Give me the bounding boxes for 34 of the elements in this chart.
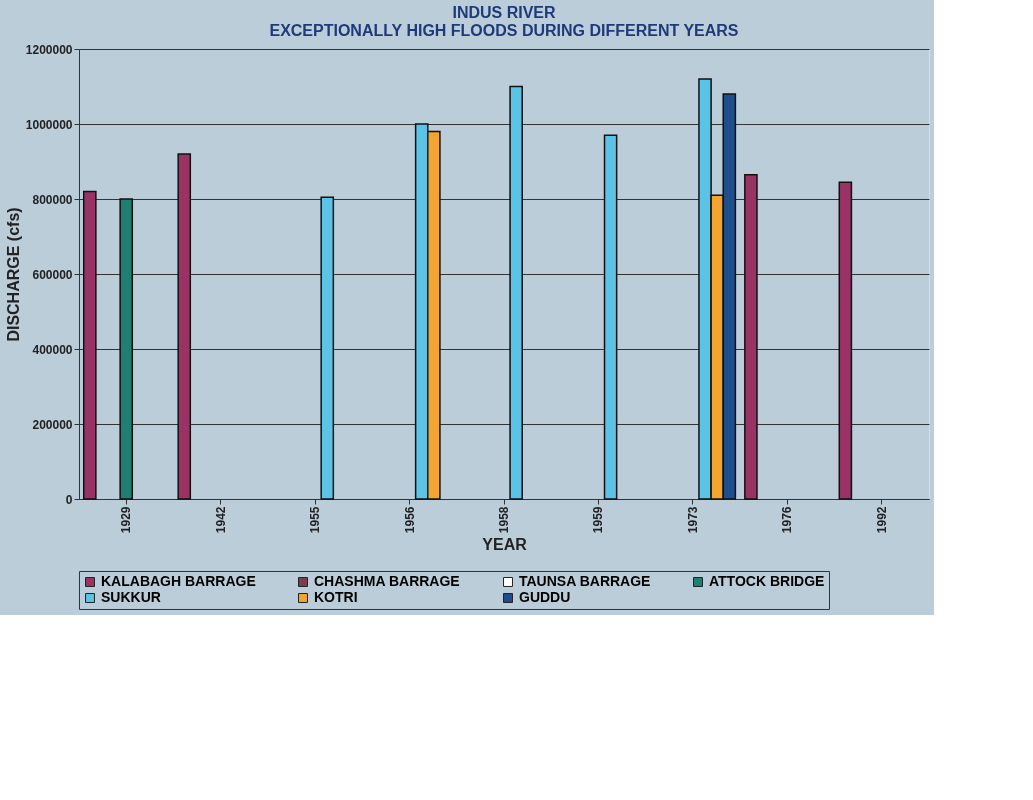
x-tick-label: 1958	[497, 506, 511, 534]
x-tick-label: 1956	[402, 506, 417, 534]
y-tick-label: 1200000	[25, 42, 73, 57]
x-tick-label: 1976	[780, 506, 795, 534]
x-tick-label: 1973	[685, 506, 700, 534]
x-tick-label: 1942	[213, 506, 228, 534]
bar	[119, 198, 134, 500]
y-tick-label: 600000	[32, 267, 73, 282]
legend-label: KOTRI	[314, 589, 358, 605]
chart-title: INDUS RIVER EXCEPTIONALLY HIGH FLOODS DURING DIFFERENT YEARS	[269, 4, 739, 39]
y-tick-label: 800000	[32, 192, 73, 207]
legend-label: CHASHMA BARRAGE	[314, 573, 460, 589]
legend-label: GUDDU	[519, 589, 571, 605]
bar	[82, 190, 97, 500]
legend-label: TAUNSA BARRAGE	[519, 573, 651, 589]
legend-label: ATTOCK BRIDGE	[709, 573, 825, 589]
y-axis-title: DISCHARGE (cfs)	[4, 207, 22, 342]
y-tick-label: 200000	[32, 417, 73, 432]
legend-label: SUKKUR	[101, 589, 161, 605]
legend-label: KALABAGH BARRAGE	[101, 573, 256, 589]
bar	[744, 173, 758, 500]
x-axis-title: YEAR	[482, 536, 528, 554]
bar	[509, 85, 523, 500]
y-tick-label: 0	[65, 492, 73, 507]
x-tick-label: 1929	[119, 506, 134, 534]
bar	[177, 153, 192, 500]
x-tick-label: 1992	[874, 506, 889, 534]
y-tick-label: 1000000	[25, 117, 73, 132]
x-tick-label: 1955	[308, 506, 323, 534]
x-tick-label: 1959	[591, 506, 606, 534]
bar	[603, 134, 618, 500]
bar	[320, 196, 335, 500]
bar	[838, 181, 853, 500]
y-tick-label: 400000	[32, 342, 73, 357]
